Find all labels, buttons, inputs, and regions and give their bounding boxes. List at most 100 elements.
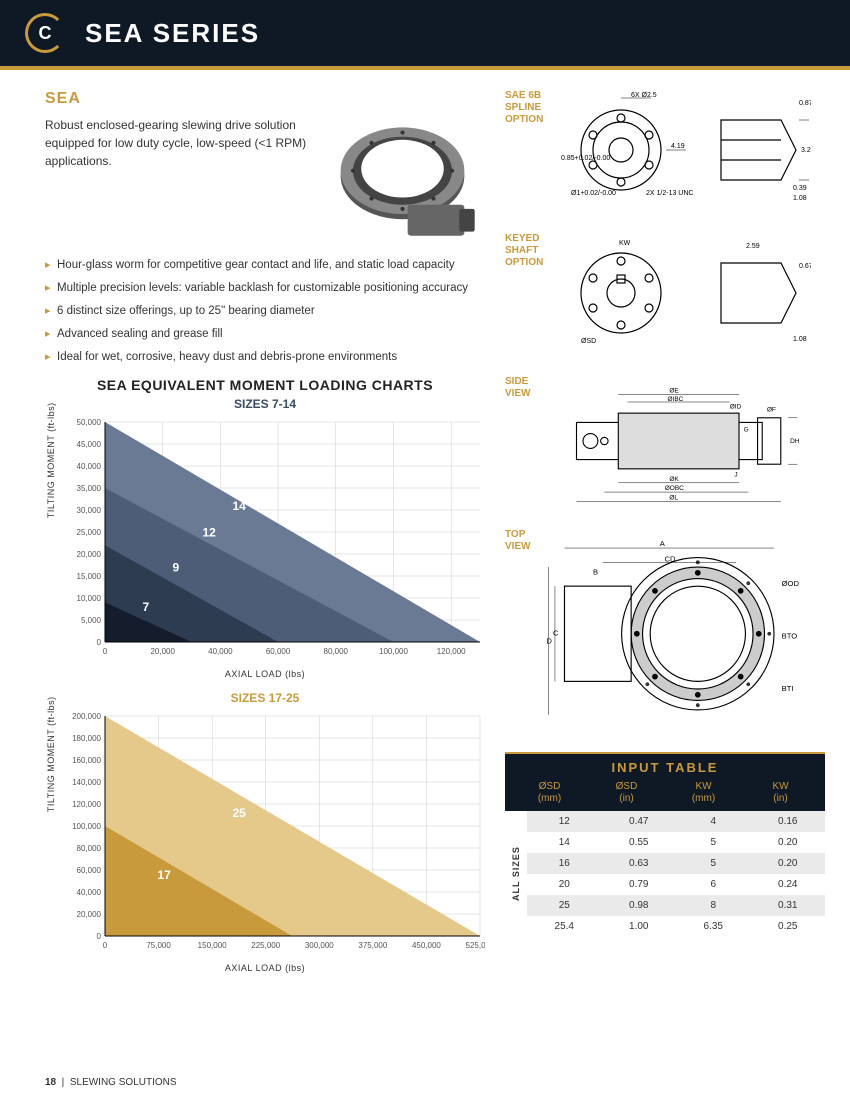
svg-text:1.08: 1.08 <box>793 336 807 343</box>
table-cell: 0.20 <box>751 853 826 874</box>
input-table-title: INPUT TABLE <box>511 760 819 775</box>
svg-text:30,000: 30,000 <box>77 506 102 515</box>
table-cell: 0.31 <box>751 895 826 916</box>
svg-text:60,000: 60,000 <box>266 647 291 656</box>
table-cell: 16 <box>527 853 602 874</box>
svg-text:ØOD: ØOD <box>781 579 799 588</box>
table-cell: 0.16 <box>751 811 826 832</box>
table-cell: 5 <box>676 832 751 853</box>
svg-text:ØOBC: ØOBC <box>664 485 683 492</box>
chart2-subtitle: SIZES 17-25 <box>45 691 485 705</box>
table-cell: 12 <box>527 811 602 832</box>
svg-text:DH: DH <box>790 438 800 445</box>
table-side-label: ALL SIZES <box>505 811 527 937</box>
diagram-label: SIDEVIEW <box>505 376 531 400</box>
svg-text:15,000: 15,000 <box>77 572 102 581</box>
table-cell: 4 <box>676 811 751 832</box>
svg-text:0: 0 <box>103 647 108 656</box>
svg-text:60,000: 60,000 <box>77 866 102 875</box>
svg-text:375,000: 375,000 <box>358 941 387 950</box>
svg-text:9: 9 <box>173 560 180 574</box>
svg-text:B: B <box>593 568 598 577</box>
svg-text:75,000: 75,000 <box>146 941 171 950</box>
svg-text:100,000: 100,000 <box>72 822 101 831</box>
svg-text:180,000: 180,000 <box>72 734 101 743</box>
svg-text:20,000: 20,000 <box>150 647 175 656</box>
table-cell: 0.98 <box>602 895 677 916</box>
svg-text:0: 0 <box>97 932 102 941</box>
svg-text:25,000: 25,000 <box>77 528 102 537</box>
chart1-subtitle: SIZES 7-14 <box>45 397 485 411</box>
svg-text:2.59: 2.59 <box>746 243 760 250</box>
page-footer: 18 | SLEWING SOLUTIONS <box>45 1077 177 1088</box>
svg-text:2X 1/2-13 UNC: 2X 1/2-13 UNC <box>646 190 693 197</box>
table-cell: 0.25 <box>751 916 826 937</box>
chart1-xlabel: AXIAL LOAD (lbs) <box>45 669 485 679</box>
chart1-ylabel: TILTING MOMENT (ft-lbs) <box>46 402 56 518</box>
svg-text:20,000: 20,000 <box>77 910 102 919</box>
svg-text:0: 0 <box>97 638 102 647</box>
table-cell: 25 <box>527 895 602 916</box>
table-cell: 0.24 <box>751 874 826 895</box>
svg-text:ØSD: ØSD <box>581 338 596 345</box>
svg-text:50,000: 50,000 <box>77 418 102 427</box>
chart2-xlabel: AXIAL LOAD (lbs) <box>45 963 485 973</box>
svg-text:160,000: 160,000 <box>72 756 101 765</box>
svg-text:40,000: 40,000 <box>77 462 102 471</box>
table-cell: 0.79 <box>602 874 677 895</box>
footer-label: SLEWING SOLUTIONS <box>70 1077 177 1088</box>
svg-text:300,000: 300,000 <box>305 941 334 950</box>
svg-text:ØK: ØK <box>669 476 679 483</box>
svg-text:40,000: 40,000 <box>208 647 233 656</box>
svg-text:0.39: 0.39 <box>793 185 807 192</box>
svg-text:7: 7 <box>143 600 150 614</box>
svg-text:3.25: 3.25 <box>801 147 811 154</box>
svg-text:0: 0 <box>103 941 108 950</box>
svg-text:25: 25 <box>233 806 247 820</box>
chart2: TILTING MOMENT (ft-lbs) 020,00040,00060,… <box>65 711 485 961</box>
svg-text:ØID: ØID <box>729 404 741 411</box>
svg-text:J: J <box>734 471 737 478</box>
main-content: SEA Robust enclosed-gearing slewing driv… <box>0 70 850 995</box>
chart1: TILTING MOMENT (ft-lbs) 05,00010,00015,0… <box>65 417 485 667</box>
table-cell: 8 <box>676 895 751 916</box>
svg-text:120,000: 120,000 <box>72 800 101 809</box>
svg-text:1.08: 1.08 <box>793 195 807 202</box>
svg-text:D: D <box>546 636 552 645</box>
svg-text:A: A <box>659 539 665 548</box>
svg-text:BTI: BTI <box>781 684 793 693</box>
table-row: 120.4740.16 <box>527 811 825 832</box>
table-row: 140.5550.20 <box>527 832 825 853</box>
svg-text:ØF: ØF <box>766 406 775 413</box>
svg-text:20,000: 20,000 <box>77 550 102 559</box>
svg-text:525,000: 525,000 <box>466 941 485 950</box>
table-row: 25.41.006.350.25 <box>527 916 825 937</box>
svg-text:5,000: 5,000 <box>81 616 102 625</box>
svg-text:ØIBC: ØIBC <box>667 396 683 403</box>
svg-text:150,000: 150,000 <box>198 941 227 950</box>
table-cell: 14 <box>527 832 602 853</box>
intro-description: Robust enclosed-gearing slewing drive so… <box>45 116 310 246</box>
svg-text:140,000: 140,000 <box>72 778 101 787</box>
svg-text:Ø1+0.02/-0.00: Ø1+0.02/-0.00 <box>571 190 616 197</box>
svg-text:120,000: 120,000 <box>437 647 466 656</box>
svg-text:17: 17 <box>158 867 172 881</box>
table-cell: 1.00 <box>602 916 677 937</box>
charts-title: SEA EQUIVALENT MOMENT LOADING CHARTS <box>45 377 485 393</box>
svg-text:80,000: 80,000 <box>324 647 349 656</box>
svg-text:200,000: 200,000 <box>72 712 101 721</box>
feature-bullets: Hour-glass worm for competitive gear con… <box>45 258 485 365</box>
table-cell: 25.4 <box>527 916 602 937</box>
chart2-ylabel: TILTING MOMENT (ft-lbs) <box>46 696 56 812</box>
svg-text:0.87: 0.87 <box>799 100 811 107</box>
svg-text:G: G <box>743 427 748 434</box>
table-col-header: ØSD(in) <box>588 781 665 805</box>
table-row: 250.9880.31 <box>527 895 825 916</box>
svg-text:CD: CD <box>664 554 675 563</box>
svg-text:45,000: 45,000 <box>77 440 102 449</box>
diagram-label: KEYEDSHAFTOPTION <box>505 233 543 269</box>
input-table: INPUT TABLE ØSD(mm)ØSD(in)KW(mm)KW(in) A… <box>505 752 825 937</box>
bullet-item: Hour-glass worm for competitive gear con… <box>45 258 485 273</box>
page-header: C SEA SERIES <box>0 0 850 70</box>
section-title: SEA <box>45 90 485 108</box>
